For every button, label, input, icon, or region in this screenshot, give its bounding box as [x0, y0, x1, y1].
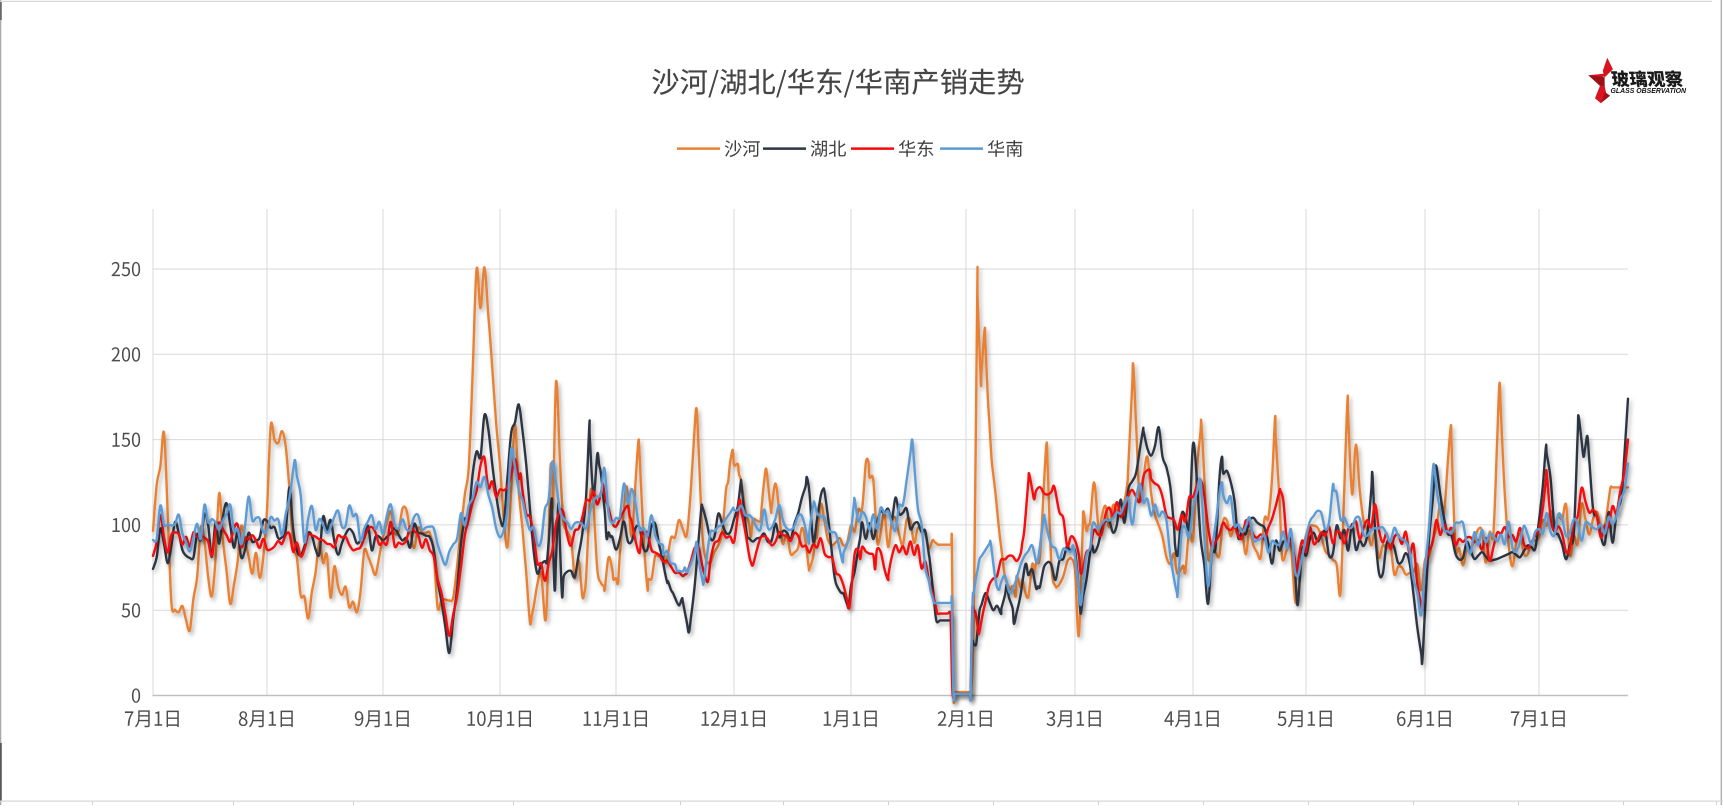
svg-text:GLASS OBSERVATION: GLASS OBSERVATION — [1611, 86, 1687, 95]
